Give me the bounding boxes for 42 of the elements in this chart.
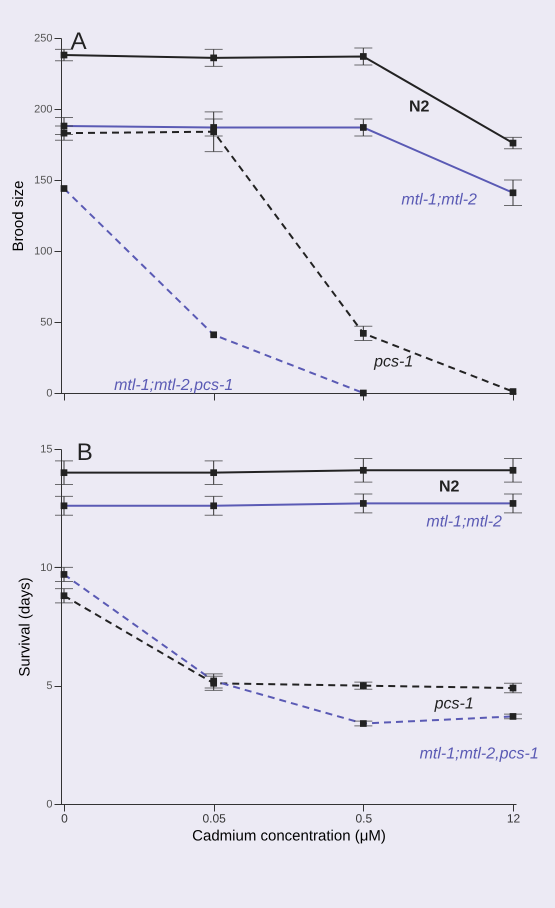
point: [510, 140, 516, 146]
y-tick-label: 5: [46, 680, 52, 692]
point: [210, 54, 218, 62]
y-tick-label: 10: [40, 562, 52, 574]
point: [60, 592, 68, 600]
point: [360, 330, 367, 337]
series-label: pcs-1: [373, 353, 414, 370]
point: [210, 469, 218, 476]
point: [60, 52, 68, 58]
series-label: mtl-1;mtl-2: [401, 191, 478, 208]
x-tick-label: 0: [61, 812, 68, 826]
series-label: mtl-1;mtl-2: [426, 513, 502, 530]
y-tick-label: 150: [34, 174, 52, 186]
series-label: N2: [408, 98, 430, 116]
y-axis-title: Brood size: [10, 180, 28, 252]
chart-title: A: [70, 28, 87, 55]
point: [360, 682, 367, 690]
x-tick-label: 0.5: [355, 812, 372, 826]
chart-title: B: [76, 439, 93, 466]
series-label: N2: [438, 478, 460, 496]
point: [360, 466, 367, 474]
x-axis-title: Cadmium concentration (μM): [192, 828, 386, 844]
point: [210, 128, 218, 136]
y-tick-label: 0: [46, 388, 52, 400]
x-tick-label: 12: [506, 812, 520, 826]
y-tick-label: 100: [34, 246, 52, 258]
text: mtl-1;mtl-2,pcs-1: [114, 376, 234, 394]
point: [510, 388, 516, 395]
y-tick-label: 250: [34, 32, 52, 44]
y-tick-label: 0: [46, 798, 52, 810]
point: [60, 130, 68, 136]
series-label: mtl-1;mtl-2,pcs-1: [420, 746, 539, 763]
series-label: pcs-1: [434, 696, 474, 713]
y-tick-label: 15: [40, 444, 52, 456]
x-tick-label: 0.05: [202, 812, 226, 826]
point: [60, 469, 68, 476]
y-axis-title: Survival (days): [16, 577, 34, 677]
y-tick-label: 200: [34, 104, 52, 116]
point: [510, 684, 516, 692]
y-tick-label: 50: [40, 316, 52, 328]
point: [360, 53, 367, 60]
point: [510, 466, 516, 474]
